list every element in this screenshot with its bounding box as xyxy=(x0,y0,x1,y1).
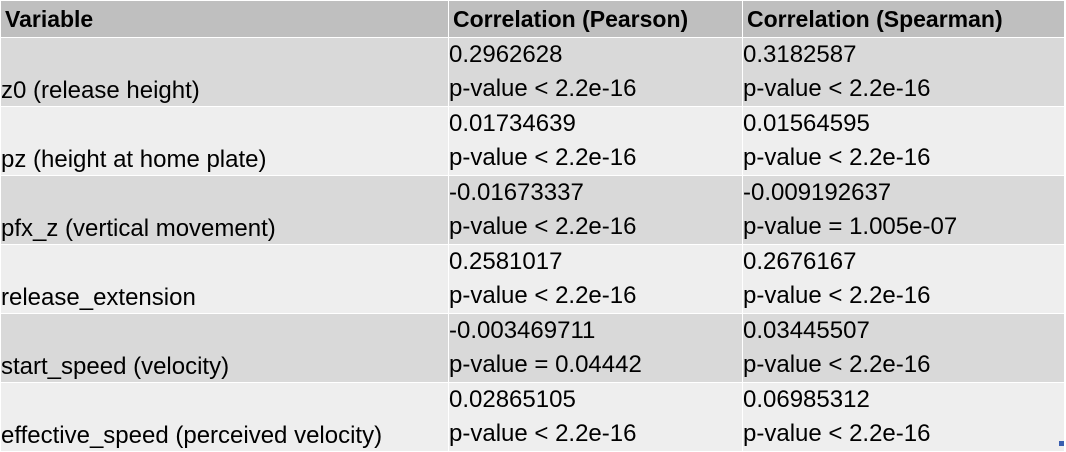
spearman-p-value: p-value < 2.2e-16 xyxy=(743,75,931,102)
table-row: effective_speed (perceived velocity) 0.0… xyxy=(0,382,1065,452)
spearman-p-value: p-value < 2.2e-16 xyxy=(743,351,931,378)
resize-grip-handle[interactable] xyxy=(1059,441,1064,446)
header-row: Variable Correlation (Pearson) Correlati… xyxy=(0,0,1065,38)
pearson-p-value: p-value < 2.2e-16 xyxy=(449,75,637,102)
spearman-value: 0.01564595 xyxy=(743,110,870,137)
spearman-value: 0.3182587 xyxy=(743,41,857,68)
pearson-cell: -0.003469711 p-value = 0.04442 xyxy=(448,313,743,383)
variable-cell: z0 (release height) xyxy=(0,37,449,107)
pearson-p-value: p-value < 2.2e-16 xyxy=(449,213,637,240)
table-row: release_extension 0.2581017 p-value < 2.… xyxy=(0,244,1065,314)
variable-cell: release_extension xyxy=(0,244,449,314)
variable-cell: pfx_z (vertical movement) xyxy=(0,175,449,245)
header-variable: Variable xyxy=(0,0,449,38)
pearson-value: 0.2581017 xyxy=(449,248,563,275)
pearson-p-value: p-value < 2.2e-16 xyxy=(449,144,637,171)
variable-cell: start_speed (velocity) xyxy=(0,313,449,383)
pearson-cell: 0.2962628 p-value < 2.2e-16 xyxy=(448,37,743,107)
pearson-p-value: p-value < 2.2e-16 xyxy=(449,420,637,447)
spearman-value: -0.009192637 xyxy=(743,179,892,206)
table-row: pfx_z (vertical movement) -0.01673337 p-… xyxy=(0,175,1065,245)
pearson-value: 0.01734639 xyxy=(449,110,576,137)
spearman-p-value: p-value < 2.2e-16 xyxy=(743,282,931,309)
table-row: z0 (release height) 0.2962628 p-value < … xyxy=(0,37,1065,107)
spearman-value: 0.06985312 xyxy=(743,386,870,413)
spearman-value: 0.03445507 xyxy=(743,317,870,344)
spearman-cell: 0.01564595 p-value < 2.2e-16 xyxy=(742,106,1065,176)
spearman-cell: -0.009192637 p-value = 1.005e-07 xyxy=(742,175,1065,245)
pearson-cell: 0.01734639 p-value < 2.2e-16 xyxy=(448,106,743,176)
spearman-p-value: p-value < 2.2e-16 xyxy=(743,144,931,171)
variable-cell: effective_speed (perceived velocity) xyxy=(0,382,449,452)
spearman-cell: 0.06985312 p-value < 2.2e-16 xyxy=(742,382,1065,452)
spearman-cell: 0.3182587 p-value < 2.2e-16 xyxy=(742,37,1065,107)
pearson-p-value: p-value = 0.04442 xyxy=(449,351,642,378)
spearman-p-value: p-value = 1.005e-07 xyxy=(743,213,958,240)
pearson-value: -0.01673337 xyxy=(449,179,584,206)
table-row: start_speed (velocity) -0.003469711 p-va… xyxy=(0,313,1065,383)
table-row: pz (height at home plate) 0.01734639 p-v… xyxy=(0,106,1065,176)
pearson-cell: 0.2581017 p-value < 2.2e-16 xyxy=(448,244,743,314)
spearman-cell: 0.03445507 p-value < 2.2e-16 xyxy=(742,313,1065,383)
pearson-cell: 0.02865105 p-value < 2.2e-16 xyxy=(448,382,743,452)
pearson-p-value: p-value < 2.2e-16 xyxy=(449,282,637,309)
pearson-cell: -0.01673337 p-value < 2.2e-16 xyxy=(448,175,743,245)
spearman-cell: 0.2676167 p-value < 2.2e-16 xyxy=(742,244,1065,314)
header-spearman: Correlation (Spearman) xyxy=(742,0,1065,38)
variable-cell: pz (height at home plate) xyxy=(0,106,449,176)
pearson-value: 0.02865105 xyxy=(449,386,576,413)
header-pearson: Correlation (Pearson) xyxy=(448,0,743,38)
pearson-value: -0.003469711 xyxy=(449,317,596,344)
spearman-value: 0.2676167 xyxy=(743,248,857,275)
pearson-value: 0.2962628 xyxy=(449,41,563,68)
spearman-p-value: p-value < 2.2e-16 xyxy=(743,420,931,447)
